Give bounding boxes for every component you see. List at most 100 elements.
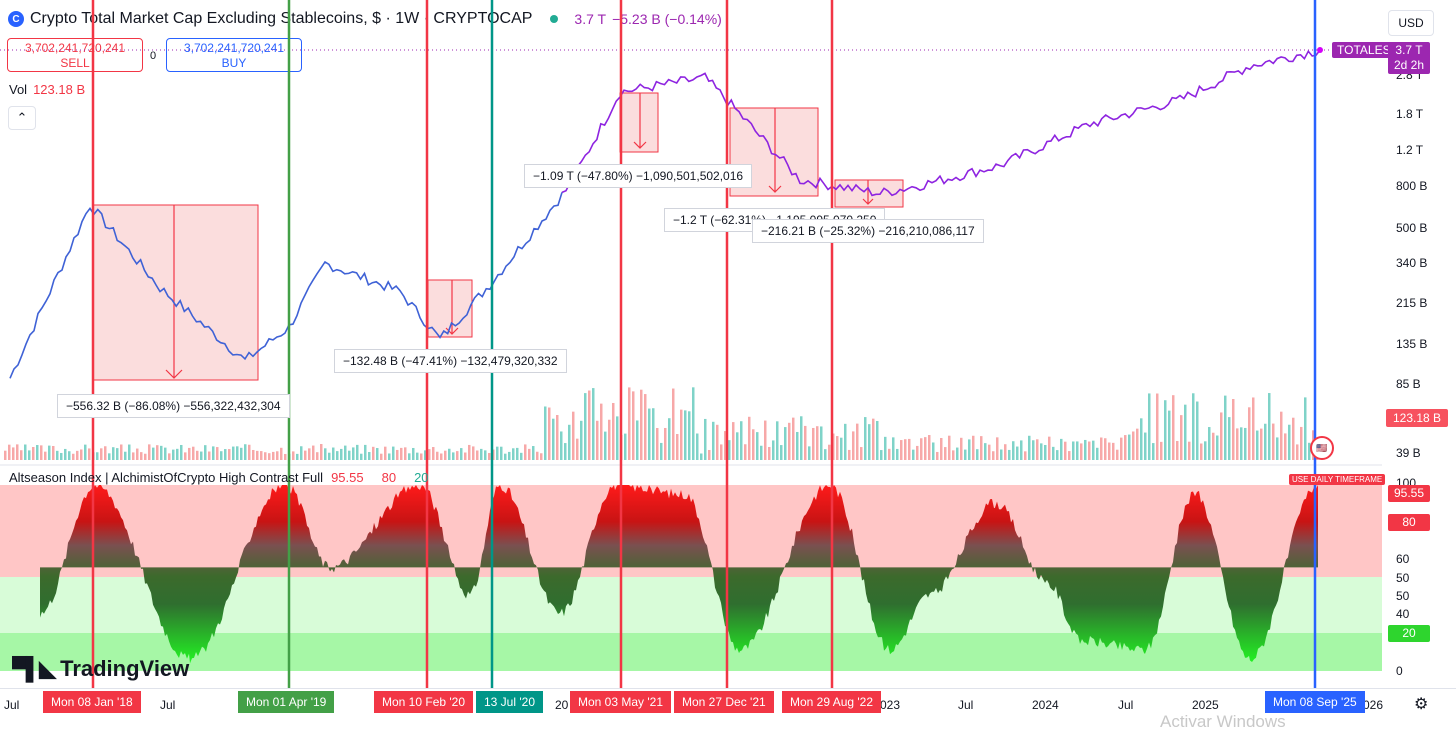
- volume-bar: [872, 418, 875, 460]
- volume-bar: [624, 433, 627, 460]
- symbol-title-row[interactable]: C Crypto Total Market Cap Excluding Stab…: [8, 10, 722, 28]
- volume-bar: [840, 437, 843, 460]
- last-price-tag[interactable]: 3.7 T 2d 2h: [1388, 42, 1430, 74]
- volume-bar: [276, 451, 279, 460]
- chevron-up-icon: ⌃: [16, 110, 28, 125]
- time-marker-label[interactable]: Mon 10 Feb '20: [374, 691, 474, 713]
- volume-bar: [680, 409, 683, 460]
- volume-bar: [800, 416, 803, 460]
- volume-bar: [600, 403, 603, 460]
- sell-button[interactable]: 3,702,241,720,241 SELL: [7, 38, 143, 72]
- volume-bar: [24, 444, 27, 460]
- time-tick: Jul: [958, 698, 974, 712]
- time-axis[interactable]: Jul Jul 20 023 Jul 2024 Jul 2025 026 Mon…: [0, 688, 1456, 726]
- volume-bar: [1248, 407, 1251, 460]
- volume-bar: [792, 417, 795, 460]
- volume-bar: [676, 434, 679, 460]
- volume-bar: [592, 388, 595, 460]
- price-chart-canvas[interactable]: [0, 0, 1456, 688]
- volume-bar: [312, 445, 315, 460]
- volume-bar: [268, 453, 271, 460]
- drawdown-box-2021a[interactable]: [619, 92, 659, 153]
- volume-label: Vol: [9, 82, 28, 97]
- volume-bar: [880, 450, 883, 460]
- volume-bar: [128, 444, 131, 460]
- volume-bar: [304, 450, 307, 460]
- symbol-logo-icon: C: [8, 11, 24, 27]
- drawdown-boxes[interactable]: [92, 92, 904, 381]
- symbol-title[interactable]: Crypto Total Market Cap Excluding Stable…: [30, 10, 533, 27]
- us-flag-icon[interactable]: 🇺🇸: [1310, 436, 1334, 460]
- volume-bar: [612, 402, 615, 460]
- volume-bar: [476, 450, 479, 460]
- price-tick: 500 B: [1396, 221, 1428, 235]
- tradingview-logo[interactable]: ▀▌◣ TradingView: [12, 656, 189, 682]
- time-marker-label[interactable]: 13 Jul '20: [476, 691, 543, 713]
- volume-bar: [1256, 430, 1259, 460]
- time-marker-label[interactable]: Mon 03 May '21: [570, 691, 672, 713]
- volume-bar: [556, 415, 559, 460]
- time-marker-label[interactable]: Mon 01 Apr '19: [238, 691, 335, 713]
- drawdown-label-2020[interactable]: −132.48 B (−47.41%) −132,479,320,332: [334, 349, 567, 373]
- volume-bar: [248, 444, 251, 460]
- volume-bar: [224, 449, 227, 460]
- collapse-legend-button[interactable]: ⌃: [8, 106, 36, 130]
- volume-bar: [12, 447, 15, 460]
- volume-bar: [320, 444, 323, 460]
- volume-value: 123.18 B: [33, 82, 86, 97]
- volume-bar: [752, 429, 755, 460]
- volume-bar: [636, 420, 639, 460]
- time-marker-label[interactable]: Mon 08 Sep '25: [1265, 691, 1365, 713]
- price-axis[interactable]: 2.8 T 1.8 T 1.2 T 800 B 500 B 340 B 215 …: [1382, 40, 1456, 460]
- volume-bar: [140, 452, 143, 460]
- volume-bar: [396, 449, 399, 460]
- volume-bar: [724, 431, 727, 460]
- volume-bar: [1088, 441, 1091, 460]
- series-name-tag[interactable]: TOTALES: [1332, 42, 1396, 58]
- volume-bar: [648, 408, 651, 460]
- volume-bar: [368, 452, 371, 460]
- indicator-legend[interactable]: Altseason Index | AlchimistOfCrypto High…: [9, 470, 429, 485]
- volume-bar: [284, 453, 287, 460]
- volume-bar: [1200, 443, 1203, 460]
- volume-bar: [252, 449, 255, 460]
- time-tick: 026: [1363, 698, 1384, 712]
- buy-button[interactable]: 3,702,241,720,241 BUY: [166, 38, 302, 72]
- indicator-axis-tick: 50: [1396, 589, 1410, 603]
- volume-bar: [464, 452, 467, 460]
- vertical-markers[interactable]: [91, 0, 1317, 688]
- time-marker-label[interactable]: Mon 29 Aug '22: [782, 691, 882, 713]
- volume-bar: [852, 431, 855, 460]
- volume-bar: [28, 450, 31, 460]
- os-watermark: Activar Windows: [1160, 712, 1286, 731]
- volume-bar: [240, 447, 243, 460]
- volume-bar: [1132, 431, 1135, 460]
- volume-legend[interactable]: Vol 123.18 B: [9, 82, 85, 97]
- volume-bar: [1300, 426, 1303, 460]
- time-marker-label[interactable]: Mon 27 Dec '21: [674, 691, 774, 713]
- drawdown-label-2022[interactable]: −216.21 B (−25.32%) −216,210,086,117: [752, 219, 984, 243]
- volume-bar: [1276, 437, 1279, 460]
- volume-bar: [908, 438, 911, 460]
- volume-bar: [572, 411, 575, 460]
- volume-bar: [536, 451, 539, 460]
- drawdown-label-2021a[interactable]: −1.09 T (−47.80%) −1,090,501,502,016: [524, 164, 753, 188]
- volume-bar: [1272, 423, 1275, 460]
- volume-bar: [864, 417, 867, 460]
- volume-bar: [484, 450, 487, 460]
- drawdown-box-2018[interactable]: [92, 204, 259, 381]
- gear-icon[interactable]: ⚙: [1414, 696, 1429, 713]
- time-marker-label[interactable]: Mon 08 Jan '18: [43, 691, 141, 713]
- volume-bar: [784, 427, 787, 460]
- drawdown-label-2018[interactable]: −556.32 B (−86.08%) −556,322,432,304: [57, 394, 290, 418]
- volume-bar: [1040, 443, 1043, 460]
- volume-bar: [1092, 440, 1095, 460]
- currency-selector[interactable]: USD: [1388, 10, 1434, 36]
- volume-bar: [744, 444, 747, 460]
- volume-bar: [156, 445, 159, 460]
- volume-bar: [460, 448, 463, 460]
- price-tick: 135 B: [1396, 337, 1428, 351]
- volume-bar: [1224, 395, 1227, 460]
- volume-bar: [96, 452, 99, 460]
- volume-bar: [1244, 427, 1247, 460]
